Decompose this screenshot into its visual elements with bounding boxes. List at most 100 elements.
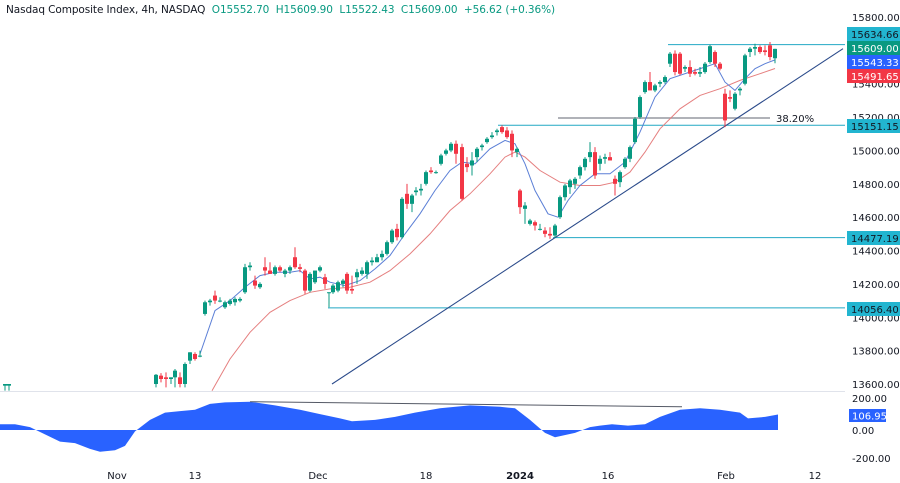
time-axis[interactable]: Nov 13 Dec 18 2024 16 Feb 12 (107, 471, 821, 482)
candle (573, 177, 577, 189)
time-tick-label: 16 (602, 471, 615, 482)
candle-body (303, 270, 307, 291)
price-tag[interactable]: 15151.15 (847, 119, 900, 133)
candle (405, 183, 409, 209)
candle-body (748, 48, 752, 53)
price-tag-label: 15151.15 (851, 122, 899, 133)
oscillator-tick-label: 200.00 (852, 394, 887, 405)
candle (178, 372, 182, 388)
candle-body (154, 374, 158, 384)
price-tag-label: 14477.19 (851, 234, 899, 245)
candle-body (583, 158, 587, 168)
oscillator-current-tag[interactable]: 106.95 (849, 409, 887, 423)
candle-body (350, 288, 354, 291)
candle (350, 275, 354, 294)
candle-body (410, 195, 414, 204)
candle-body (288, 267, 292, 271)
candle-body (628, 147, 632, 159)
candle (318, 265, 322, 273)
time-tick-label: Dec (308, 471, 327, 482)
price-axis[interactable]: 15800.0015600.0015400.0015200.0015000.00… (847, 13, 900, 465)
candle (653, 83, 657, 93)
symbol-legend: Nasdaq Composite Index, 4h, NASDAQ O1555… (6, 4, 555, 16)
price-tag[interactable]: 14056.40 (847, 302, 900, 316)
candle-body (336, 282, 340, 291)
candle (460, 143, 464, 201)
candle (444, 148, 448, 156)
candle (528, 218, 532, 226)
candle-body (331, 285, 335, 293)
candle (470, 152, 474, 176)
candle (688, 60, 692, 78)
candle (568, 178, 572, 194)
candle-body (400, 198, 404, 238)
candle-body (460, 147, 464, 199)
candle (419, 183, 423, 196)
price-tick-label: 15200.00 (852, 113, 900, 124)
candle (293, 247, 297, 269)
candle (188, 352, 192, 364)
ascending-trend-line[interactable] (331, 48, 844, 385)
time-tick-label: 18 (420, 471, 433, 482)
candle-body (293, 257, 297, 268)
candle (738, 87, 742, 96)
candle (183, 362, 187, 388)
candle (518, 188, 522, 214)
price-tick-label: 14800.00 (852, 180, 900, 191)
candle (390, 228, 394, 244)
candle (375, 253, 379, 263)
candle (538, 223, 542, 231)
price-tag-bg (847, 302, 900, 316)
candle (263, 257, 267, 276)
candle-body (198, 355, 202, 357)
candle-body (648, 82, 652, 91)
price-tag[interactable]: 15634.66 (847, 27, 900, 41)
candle (663, 75, 667, 84)
candle-body (500, 127, 504, 133)
price-tag-label: 15491.65 (851, 72, 899, 83)
price-tag[interactable]: 15491.65 (847, 69, 900, 83)
candle (283, 268, 287, 278)
candle (623, 157, 627, 169)
candle-body (663, 77, 667, 83)
candle-body (593, 152, 597, 176)
price-tag[interactable]: 15543.33 (847, 55, 900, 69)
candle (198, 350, 202, 358)
candle-body (518, 190, 522, 208)
price-tick-label: 13600.00 (852, 380, 900, 391)
candle-body (203, 302, 207, 314)
candle-body (449, 143, 453, 151)
candle (588, 142, 592, 163)
candle-body (380, 253, 384, 258)
divergence-line[interactable] (249, 401, 683, 408)
candle-body (495, 130, 499, 133)
candle-body (208, 300, 212, 303)
candle (533, 220, 537, 231)
candle (628, 145, 632, 163)
candle (159, 373, 163, 383)
candle (454, 140, 458, 164)
candle-body (355, 272, 359, 278)
candle (495, 128, 499, 136)
candle (708, 44, 712, 64)
trend-line (331, 48, 844, 385)
candle-body (608, 157, 612, 161)
candle-body (658, 82, 662, 84)
candle-body (653, 85, 657, 91)
candle (370, 257, 374, 266)
candle-body (318, 267, 322, 271)
candle-body (673, 53, 677, 73)
candle-body (268, 270, 272, 274)
candle-body (505, 130, 509, 138)
candle (763, 45, 767, 56)
candle (643, 80, 647, 94)
open-value: 15552.70 (219, 4, 270, 16)
candle (548, 227, 552, 239)
price-tag[interactable]: 15609.00 (847, 41, 900, 55)
price-tick-label: 15800.00 (852, 13, 900, 24)
candle (748, 47, 752, 58)
candle (341, 278, 345, 288)
candle-body (538, 228, 542, 230)
price-tag[interactable]: 14477.19 (847, 231, 900, 245)
